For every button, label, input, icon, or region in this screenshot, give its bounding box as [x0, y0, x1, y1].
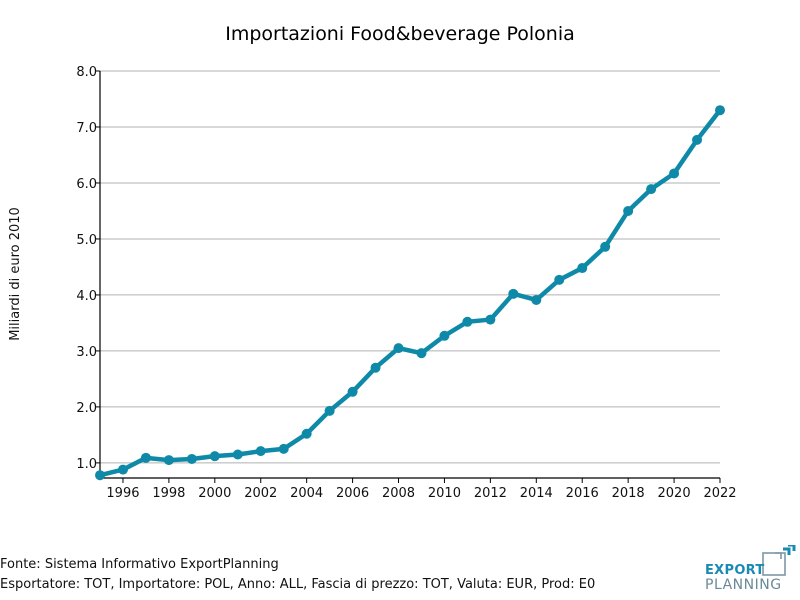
x-tick-label: 2018 — [612, 486, 645, 501]
data-point — [692, 134, 703, 145]
y-tick-label: 1.0 — [76, 457, 97, 472]
x-tick-label: 2020 — [658, 486, 691, 501]
footer-params: Esportatore: TOT, Importatore: POL, Anno… — [0, 577, 596, 592]
line-chart: Importazioni Food&beverage Polonia Milia… — [8, 23, 737, 501]
y-tick-label: 7.0 — [76, 121, 97, 136]
data-point — [232, 449, 243, 460]
x-tick-label: 2022 — [703, 486, 736, 501]
x-tick-label: 1996 — [106, 486, 139, 501]
data-point — [301, 428, 312, 439]
data-point — [140, 452, 151, 463]
x-tick-label: 2006 — [336, 486, 369, 501]
data-point — [186, 453, 197, 464]
data-point — [163, 455, 174, 466]
y-tick-label: 5.0 — [76, 233, 97, 248]
data-point — [554, 274, 565, 285]
data-point — [485, 314, 496, 325]
series-layer — [95, 105, 725, 481]
x-tick-label: 2008 — [382, 486, 415, 501]
x-tick-label: 2000 — [198, 486, 231, 501]
data-point — [209, 451, 220, 462]
data-point — [393, 343, 404, 354]
x-tick-label: 2002 — [244, 486, 277, 501]
data-point — [531, 294, 542, 305]
data-point — [508, 288, 519, 299]
x-tick-label: 2010 — [428, 486, 461, 501]
data-point — [95, 470, 105, 481]
logo-text-planning: PLANNING — [705, 577, 782, 593]
x-tick-label: 2012 — [474, 486, 507, 501]
y-tick-label: 6.0 — [76, 177, 97, 192]
data-point — [600, 241, 611, 252]
data-point — [669, 168, 680, 179]
x-tick-label: 2016 — [566, 486, 599, 501]
gridlines — [100, 70, 720, 464]
data-point — [577, 263, 588, 274]
chart-title: Importazioni Food&beverage Polonia — [225, 23, 575, 45]
data-point — [370, 362, 381, 373]
data-point — [117, 464, 128, 475]
y-axis-label: Miliardi di euro 2010 — [8, 207, 23, 341]
data-point — [278, 443, 289, 454]
data-point — [646, 184, 657, 195]
data-point — [462, 316, 473, 327]
data-point — [715, 105, 725, 116]
y-tick-label: 2.0 — [76, 401, 97, 416]
y-tick-label: 3.0 — [76, 345, 97, 360]
exportplanning-logo: EXPORT PLANNING — [705, 545, 797, 595]
logo-text-export: EXPORT — [705, 563, 765, 578]
x-tick-label: 1998 — [152, 486, 185, 501]
footer-source: Fonte: Sistema Informativo ExportPlannin… — [0, 557, 279, 572]
x-tick-label: 2014 — [520, 486, 553, 501]
y-tick-label: 8.0 — [76, 65, 97, 80]
data-point — [439, 330, 450, 341]
data-point — [347, 386, 358, 397]
x-tick-label: 2004 — [290, 486, 323, 501]
y-tick-label: 4.0 — [76, 289, 97, 304]
series-line — [97, 107, 723, 478]
data-point — [324, 405, 335, 416]
data-point — [416, 348, 427, 359]
logo-square-arrow-icon — [762, 545, 796, 576]
axes: 1.0 2.0 3.0 4.0 5.0 6.0 7.0 8.0 1996 1998 2000 2002… — [76, 65, 736, 501]
data-point — [255, 446, 266, 457]
data-point — [623, 205, 634, 216]
